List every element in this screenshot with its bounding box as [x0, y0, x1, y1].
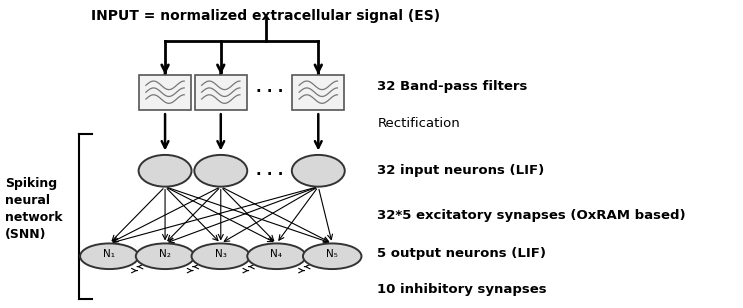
Ellipse shape: [80, 243, 139, 269]
Ellipse shape: [136, 243, 195, 269]
Text: 32 input neurons (LIF): 32 input neurons (LIF): [377, 164, 545, 177]
Ellipse shape: [195, 155, 247, 187]
FancyBboxPatch shape: [139, 75, 191, 110]
Text: N₅: N₅: [326, 249, 338, 259]
Text: N₂: N₂: [159, 249, 171, 259]
Text: 32 Band-pass filters: 32 Band-pass filters: [377, 80, 528, 93]
Text: N₃: N₃: [215, 249, 227, 259]
Text: N₄: N₄: [270, 249, 282, 259]
Text: Rectification: Rectification: [377, 117, 460, 130]
Text: INPUT = normalized extracellular signal (ES): INPUT = normalized extracellular signal …: [91, 9, 441, 23]
Ellipse shape: [247, 243, 306, 269]
Ellipse shape: [192, 243, 250, 269]
Text: . . .: . . .: [256, 163, 283, 178]
Ellipse shape: [139, 155, 192, 187]
Ellipse shape: [303, 243, 361, 269]
FancyBboxPatch shape: [292, 75, 345, 110]
Text: 10 inhibitory synapses: 10 inhibitory synapses: [377, 283, 547, 296]
Text: 32*5 excitatory synapses (OxRAM based): 32*5 excitatory synapses (OxRAM based): [377, 209, 686, 221]
Text: 5 output neurons (LIF): 5 output neurons (LIF): [377, 247, 547, 260]
Ellipse shape: [292, 155, 345, 187]
Text: N₁: N₁: [103, 249, 115, 259]
Text: . . .: . . .: [256, 80, 283, 95]
FancyBboxPatch shape: [195, 75, 247, 110]
Text: Spiking
neural
network
(SNN): Spiking neural network (SNN): [5, 177, 62, 241]
